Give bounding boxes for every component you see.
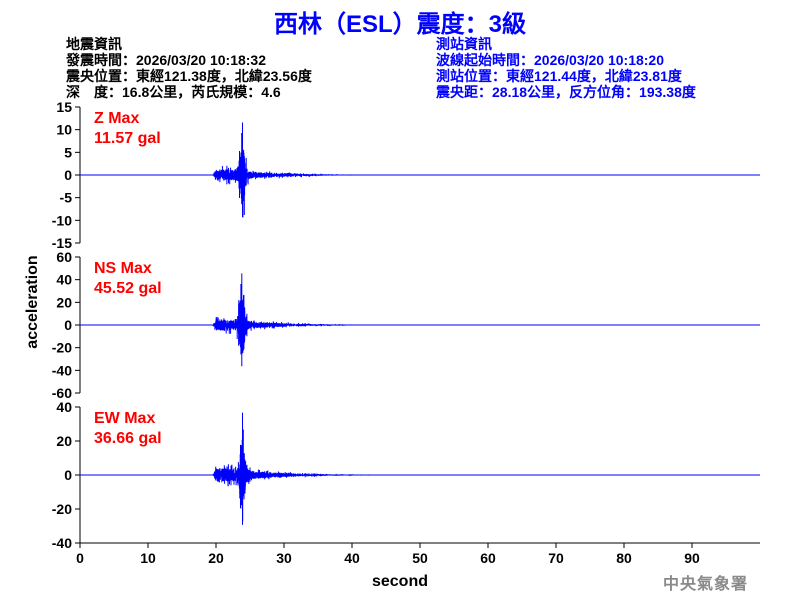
waveform-z (212, 122, 393, 218)
watermark: 中央氣象署 (662, 576, 748, 593)
x-tick-label: 30 (276, 550, 292, 566)
x-tick-label: 20 (208, 550, 224, 566)
max-label: NS Max (94, 260, 152, 277)
y-tick-label: -40 (52, 362, 72, 378)
y-tick-label: 10 (56, 122, 72, 138)
y-tick-label: 60 (56, 249, 72, 265)
y-axis-label: acceleration (24, 255, 41, 348)
y-tick-label: 15 (56, 99, 72, 115)
station-info: 測站資訊 波線起始時間：2026/03/20 10:18:20 測站位置：東經121… (436, 36, 696, 100)
quake-info: 地震資訊 發震時間：2026/03/20 10:18:32 震央位置：東經121.3… (66, 36, 312, 100)
max-value: 11.57 gal (94, 130, 161, 147)
waveform-ew (212, 412, 393, 525)
y-tick-label: 5 (64, 144, 72, 160)
x-tick-label: 70 (548, 550, 564, 566)
x-tick-label: 80 (616, 550, 632, 566)
station-info-heading: 測站資訊 (436, 36, 492, 52)
x-tick-label: 50 (412, 550, 428, 566)
y-tick-label: 0 (64, 167, 72, 183)
x-tick-label: 10 (140, 550, 156, 566)
station-info-line: 震央距：28.18公里，反方位角：193.38度 (436, 84, 696, 100)
y-tick-label: -60 (52, 385, 72, 401)
chart-title: 西林（ESL）震度：3級 (273, 11, 527, 38)
x-tick-label: 60 (480, 550, 496, 566)
y-tick-label: -15 (52, 235, 72, 251)
y-tick-label: 40 (56, 272, 72, 288)
station-info-line: 測站位置：東經121.44度，北緯23.81度 (436, 68, 682, 84)
waveform-ns (212, 273, 394, 367)
quake-info-line: 發震時間：2026/03/20 10:18:32 (66, 52, 266, 68)
quake-info-line: 震央位置：東經121.38度，北緯23.56度 (66, 68, 312, 84)
y-tick-label: -10 (52, 212, 72, 228)
y-tick-label: 20 (56, 294, 72, 310)
x-tick-label: 0 (76, 550, 84, 566)
y-tick-label: -20 (52, 340, 72, 356)
max-label: Z Max (94, 110, 139, 127)
quake-info-heading: 地震資訊 (66, 36, 122, 52)
y-tick-label: 20 (56, 433, 72, 449)
max-value: 45.52 gal (94, 280, 162, 297)
y-tick-label: -40 (52, 535, 72, 551)
max-label: EW Max (94, 410, 155, 427)
y-tick-label: -5 (60, 190, 73, 206)
quake-info-line: 深 度：16.8公里，芮氏規模：4.6 (66, 84, 281, 100)
station-info-line: 波線起始時間：2026/03/20 10:18:20 (436, 52, 664, 68)
x-tick-label: 90 (684, 550, 700, 566)
y-tick-label: 0 (64, 467, 72, 483)
y-tick-label: -20 (52, 501, 72, 517)
x-tick-label: 40 (344, 550, 360, 566)
x-axis-label: second (372, 573, 428, 590)
max-value: 36.66 gal (94, 430, 162, 447)
y-tick-label: 0 (64, 317, 72, 333)
y-tick-label: 40 (56, 399, 72, 415)
